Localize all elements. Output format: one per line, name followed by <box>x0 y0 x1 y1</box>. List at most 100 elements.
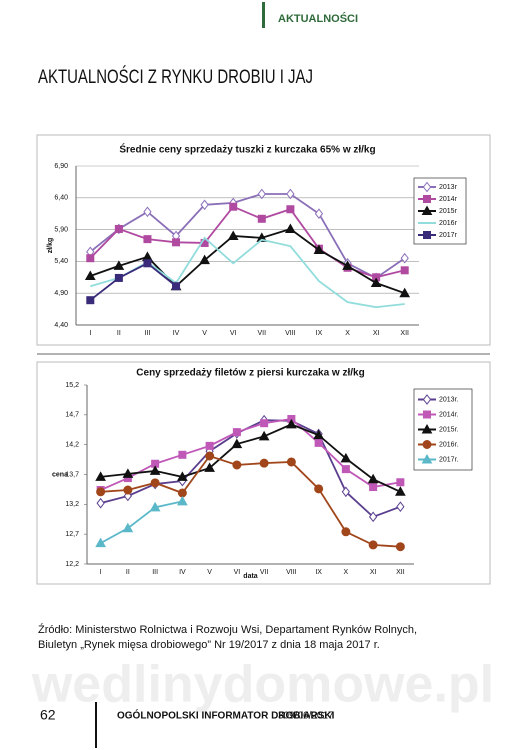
page-title: AKTUALNOŚCI Z RYNKU DROBIU I JAJ <box>38 66 313 88</box>
marker <box>177 488 187 498</box>
chart-frame <box>36 361 491 585</box>
legend-label: 2014r <box>439 196 458 203</box>
x-axis-label: data <box>243 573 258 580</box>
y-tick-label: 12,7 <box>65 531 79 538</box>
marker <box>286 418 297 429</box>
x-tick-label: VI <box>230 330 237 337</box>
legend-marker <box>421 423 433 434</box>
marker <box>200 199 209 211</box>
publication: OGÓLNOPOLSKI INFORMATOR DROBIARSKI <box>117 709 335 722</box>
marker <box>286 457 296 467</box>
marker <box>149 501 161 512</box>
series-line <box>100 418 401 491</box>
marker <box>114 273 123 282</box>
y-tick-label: 13,7 <box>65 471 79 478</box>
x-tick-label: IV <box>173 330 180 337</box>
y-tick-label: 6,40 <box>54 195 68 202</box>
marker <box>395 542 405 552</box>
legend-marker <box>423 195 431 203</box>
issue: 309/06/2017 <box>278 711 334 722</box>
marker <box>231 438 243 449</box>
marker <box>95 471 106 481</box>
y-tick-label: 14,7 <box>65 412 79 419</box>
marker <box>113 260 125 270</box>
x-tick-label: I <box>89 330 91 337</box>
marker <box>396 478 405 487</box>
legend-label: 2015r. <box>439 426 459 433</box>
legend-label: 2014r. <box>439 411 459 418</box>
marker <box>342 260 353 270</box>
x-tick-label: V <box>207 569 212 576</box>
source-text: Źródło: Ministerstwo Rolnictwa i Rozwoju… <box>38 623 417 636</box>
marker <box>229 202 238 211</box>
marker <box>149 465 161 475</box>
marker <box>286 188 295 200</box>
marker <box>143 206 152 218</box>
legend-label: 2017r. <box>439 456 459 463</box>
marker <box>199 254 210 265</box>
legend-marker <box>423 231 431 239</box>
y-axis-label: cena <box>52 471 68 478</box>
marker <box>369 483 378 492</box>
marker <box>177 471 188 481</box>
legend-marker <box>422 394 432 405</box>
marker <box>367 473 379 484</box>
x-tick-label: X <box>345 330 350 337</box>
marker <box>341 527 351 537</box>
legend-label: 2016r. <box>439 441 459 448</box>
chart-title: Ceny sprzedaży filetów z piersi kurczaka… <box>136 368 364 379</box>
marker <box>86 296 95 305</box>
x-tick-label: V <box>202 330 207 337</box>
legend-label: 2013r. <box>439 396 459 403</box>
y-tick-label: 5,40 <box>54 258 68 265</box>
marker <box>400 252 409 264</box>
header-bar <box>262 2 265 28</box>
chart-frame <box>36 134 491 346</box>
series-line <box>89 262 177 301</box>
legend-marker <box>422 440 432 449</box>
marker <box>227 230 239 240</box>
legend-label: 2013r <box>439 184 458 191</box>
x-tick-label: VI <box>234 569 241 576</box>
series-line <box>89 193 406 279</box>
x-tick-label: XII <box>396 569 405 576</box>
marker <box>341 465 350 474</box>
marker <box>400 266 409 275</box>
marker <box>96 497 105 509</box>
marker <box>143 259 152 268</box>
marker <box>258 430 270 441</box>
marker <box>368 540 378 550</box>
y-tick-label: 5,90 <box>54 226 68 233</box>
x-tick-label: VIII <box>285 330 296 337</box>
series-line <box>89 227 406 295</box>
x-tick-label: II <box>126 569 130 576</box>
x-tick-label: X <box>344 569 349 576</box>
y-axis-label: zł/kg <box>47 238 54 254</box>
marker <box>86 254 95 263</box>
chart-title: Średnie ceny sprzedaży tuszki z kurczaka… <box>119 143 375 156</box>
marker <box>313 244 325 254</box>
marker <box>257 188 266 200</box>
marker <box>232 428 241 437</box>
marker <box>172 238 181 247</box>
source-text: Biuletyn „Rynek mięsa drobiowego” Nr 19/… <box>38 639 380 651</box>
x-tick-label: XII <box>400 330 409 337</box>
legend-label: 2017r <box>439 232 458 239</box>
x-tick-label: II <box>117 330 121 337</box>
y-tick-label: 12,2 <box>65 561 79 568</box>
marker <box>341 486 351 498</box>
x-tick-label: XI <box>373 330 380 337</box>
marker <box>368 511 378 523</box>
marker <box>257 214 266 223</box>
marker <box>285 223 296 233</box>
marker <box>396 501 405 513</box>
x-tick-label: IX <box>316 330 323 337</box>
marker <box>172 282 181 291</box>
marker <box>177 495 188 506</box>
page-number: 62 <box>40 707 56 723</box>
marker <box>84 270 96 281</box>
section-label: AKTUALNOŚCI <box>278 12 358 25</box>
marker <box>370 277 382 288</box>
marker <box>399 287 411 298</box>
